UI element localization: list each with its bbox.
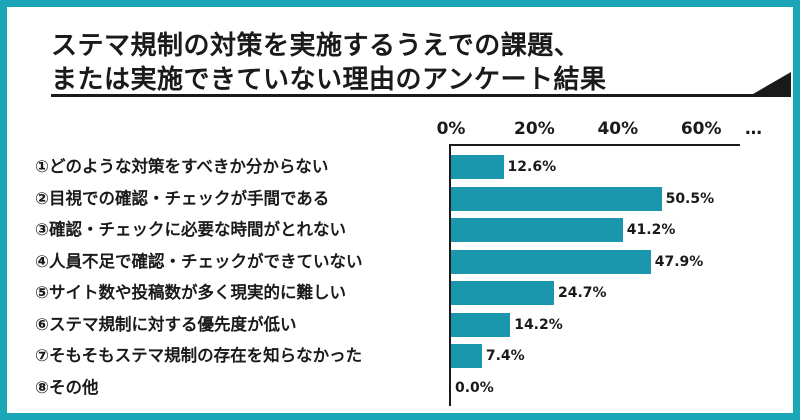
bar [451,155,504,179]
chart-card: ステマ規制の対策を実施するうえでの課題、 または実施できていない理由のアンケート… [7,7,793,413]
title-underline [51,94,791,97]
x-tick-label: 0% [436,119,466,139]
x-tick-label: 20% [514,119,555,139]
value-label: 0.0% [455,379,494,396]
title-corner-triangle [753,72,791,94]
value-label: 24.7% [557,285,607,301]
x-axis-line [450,144,740,146]
category-label: ⑦そもそもステマ規制の存在を知らなかった [35,346,363,365]
chart-title-line-1: ステマ規制の対策を実施するうえでの課題、 [51,31,581,61]
x-tick-label: 40% [597,119,639,139]
bar [451,186,662,211]
value-label: 12.6% [507,159,557,175]
category-label: ⑥ステマ規制に対する優先度が低い [35,314,297,334]
bar [451,249,651,274]
bar [451,312,511,337]
bar [451,344,482,368]
x-tick-label: 60% [680,119,722,139]
value-label: 47.9% [654,253,704,270]
value-label: 41.2% [626,222,676,238]
value-label: 14.2% [514,316,563,333]
category-label: ②目視での確認・チェックが手間である [35,188,330,208]
category-label: ⑤サイト数や投稿数が多く現実的に難しい [35,283,346,302]
category-label: ③確認・チェックに必要な時間がとれない [35,220,346,239]
x-axis-continuation: … [745,119,762,139]
category-label: ①どのような対策をすべきか分からない [35,157,329,176]
value-label: 7.4% [485,348,525,364]
chart-title-line-2: または実施できていない理由のアンケート結果 [51,65,607,95]
category-label: ④人員不足で確認・チェックができていない [35,251,363,271]
bar [451,281,554,305]
zero-baseline [449,144,451,406]
value-label: 50.5% [665,190,715,207]
chart-title: ステマ規制の対策を実施するうえでの課題、 または実施できていない理由のアンケート… [7,7,793,107]
bar [451,218,623,242]
category-label: ⑧その他 [35,377,99,397]
